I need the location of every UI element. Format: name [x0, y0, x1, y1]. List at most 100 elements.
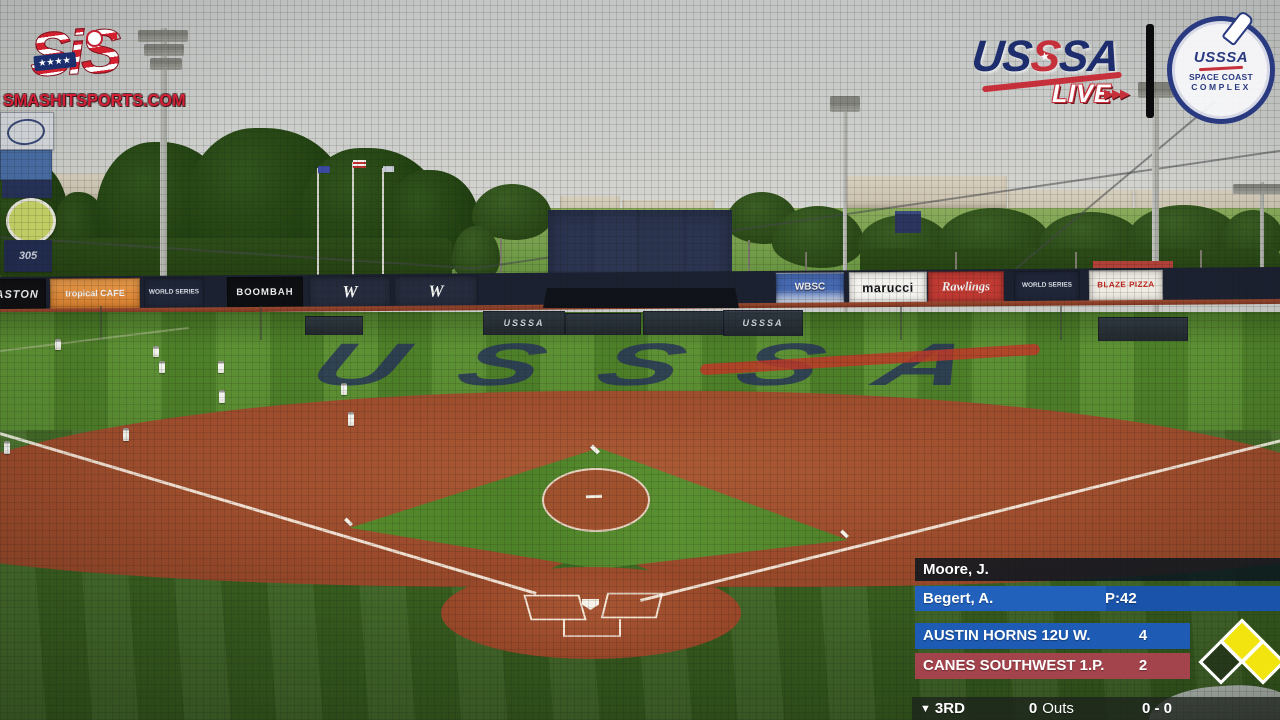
- banner-blaze-pizza: BLAZE PIZZA: [1088, 269, 1164, 302]
- net-pole: [843, 108, 847, 340]
- player: [219, 390, 225, 403]
- player: [341, 383, 347, 395]
- palm-trunk: [805, 252, 807, 286]
- pitching-rubber: [585, 494, 603, 499]
- sponsor-sign-305: 305: [4, 240, 52, 272]
- banner-marucci: marucci: [848, 271, 928, 304]
- sis-watermark: SiS ★★★★ SMASHITSPORTS.COM: [0, 10, 200, 120]
- flag: [383, 166, 394, 172]
- badge-brand: USSSA: [1193, 48, 1249, 66]
- banner-world-series-2: WORLD SERIES: [1013, 270, 1081, 302]
- banner-world-series-1: WORLD SERIES: [143, 277, 205, 309]
- space-coast-badge: USSSA SPACE COAST COMPLEX: [1167, 9, 1275, 124]
- fence-post: [100, 306, 102, 340]
- flag-pole: [317, 168, 319, 284]
- sis-url: SMASHITSPORTS.COM: [3, 90, 186, 110]
- pitch-count: P:42: [1105, 590, 1137, 607]
- fence-banner: [643, 311, 725, 335]
- light-crossarm: [1233, 184, 1280, 188]
- wilson-logo: W: [428, 280, 444, 301]
- banner-label: WORLD SERIES: [1021, 281, 1073, 290]
- player: [218, 361, 224, 373]
- player: [153, 346, 159, 357]
- banner-wilson-1: W: [308, 275, 392, 308]
- banner-label: BLAZE PIZZA: [1097, 280, 1155, 290]
- softball-icon: [86, 30, 103, 47]
- badge-swoosh: [1198, 65, 1244, 71]
- brand-text: US: [969, 32, 1034, 81]
- fence-banner-usssa-2: USSSA: [723, 310, 803, 336]
- outs-label: Outs: [1042, 700, 1074, 717]
- team-row-away: AUSTIN HORNS 12U W. 4: [915, 623, 1190, 649]
- badge-line1: SPACE COAST: [1188, 71, 1254, 82]
- batter-name: Moore, J.: [923, 561, 989, 578]
- team-row-bg: [915, 623, 1190, 649]
- net-pole: [1152, 84, 1159, 342]
- fence-banner: [1098, 317, 1188, 341]
- sign-305-label: 305: [18, 250, 38, 262]
- banner-rawlings: Rawlings: [927, 271, 1005, 303]
- banner-label: marucci: [862, 280, 914, 295]
- inning-label: 3RD: [934, 700, 965, 717]
- banner-tropical-cafe: tropical CAFE: [49, 277, 141, 310]
- banner-label: Rawlings: [941, 279, 990, 294]
- live-label: LIVE: [1052, 80, 1112, 108]
- player: [159, 361, 165, 373]
- arrows-icon: ▶▶▶: [1104, 86, 1130, 101]
- banner-label: BOOMBAH: [236, 286, 294, 298]
- home-plate-circle: [441, 567, 741, 659]
- home-plate: [582, 599, 599, 610]
- inning-half-arrow: ▼: [920, 702, 931, 715]
- palm-trunk: [748, 240, 750, 286]
- pavilion-roof: [1093, 261, 1173, 268]
- player: [55, 339, 61, 350]
- team-name: AUSTIN HORNS 12U W.: [923, 627, 1091, 644]
- palm-trunk: [955, 252, 957, 284]
- sponsor-sign: [2, 180, 52, 198]
- pitcher-row: Begert, A. P:42: [915, 586, 1280, 611]
- fence-banner: [305, 316, 363, 335]
- banner-label: tropical CAFE: [65, 287, 125, 299]
- player: [4, 441, 10, 454]
- team-name: CANES SOUTHWEST 1.P.: [923, 657, 1105, 674]
- fence-banner: [565, 313, 641, 335]
- pitcher-name-box: Begert, A.: [915, 586, 1106, 611]
- scorebug: Moore, J. Begert, A. P:42 AUSTIN HORNS 1…: [915, 558, 1280, 688]
- distant-scoreboard: [895, 211, 921, 233]
- light-pole: [160, 28, 167, 278]
- team-score: 2: [1138, 657, 1148, 674]
- usssa-live-watermark: USSSA ★ LIVE ▶▶▶ USSSA SPACE COAST COMPL…: [960, 9, 1280, 124]
- team-row-home: CANES SOUTHWEST 1.P. 2: [915, 653, 1190, 679]
- outs-value: 0: [1028, 700, 1038, 717]
- team-score: 4: [1138, 627, 1148, 644]
- catchers-box: [563, 619, 621, 637]
- palm-trunk: [500, 238, 502, 286]
- banner-wilson-2: W: [393, 275, 479, 307]
- flag-pole: [382, 168, 384, 284]
- banner-label: WORLD SERIES: [148, 288, 200, 296]
- stadium-lights: [144, 44, 184, 50]
- fence-banner-usssa-1: USSSA: [483, 311, 565, 335]
- banner-label: WBSC: [794, 281, 826, 293]
- ball-strike-count: 0 - 0: [1141, 700, 1172, 717]
- banner-easton: EASTON: [0, 278, 47, 311]
- us-flag: [353, 160, 366, 168]
- rocket-icon: [1221, 9, 1255, 47]
- batters-box-left: [523, 594, 587, 621]
- banner-label: USSSA: [742, 318, 784, 328]
- stadium-lights: [150, 58, 182, 64]
- stadium-lights: [830, 96, 860, 106]
- fence-post: [900, 306, 902, 340]
- flag-pole: [352, 162, 354, 284]
- banner-label: USSSA: [503, 318, 545, 328]
- stadium-lights: [138, 30, 188, 36]
- flag: [318, 166, 330, 173]
- player: [348, 412, 354, 426]
- sponsor-sign: [0, 150, 52, 180]
- sponsor-sign: [0, 112, 54, 150]
- light-pole: [1260, 182, 1264, 284]
- stadium-lights: [1138, 82, 1174, 92]
- wilson-logo: W: [342, 281, 358, 301]
- bases-indicator: [1196, 618, 1280, 685]
